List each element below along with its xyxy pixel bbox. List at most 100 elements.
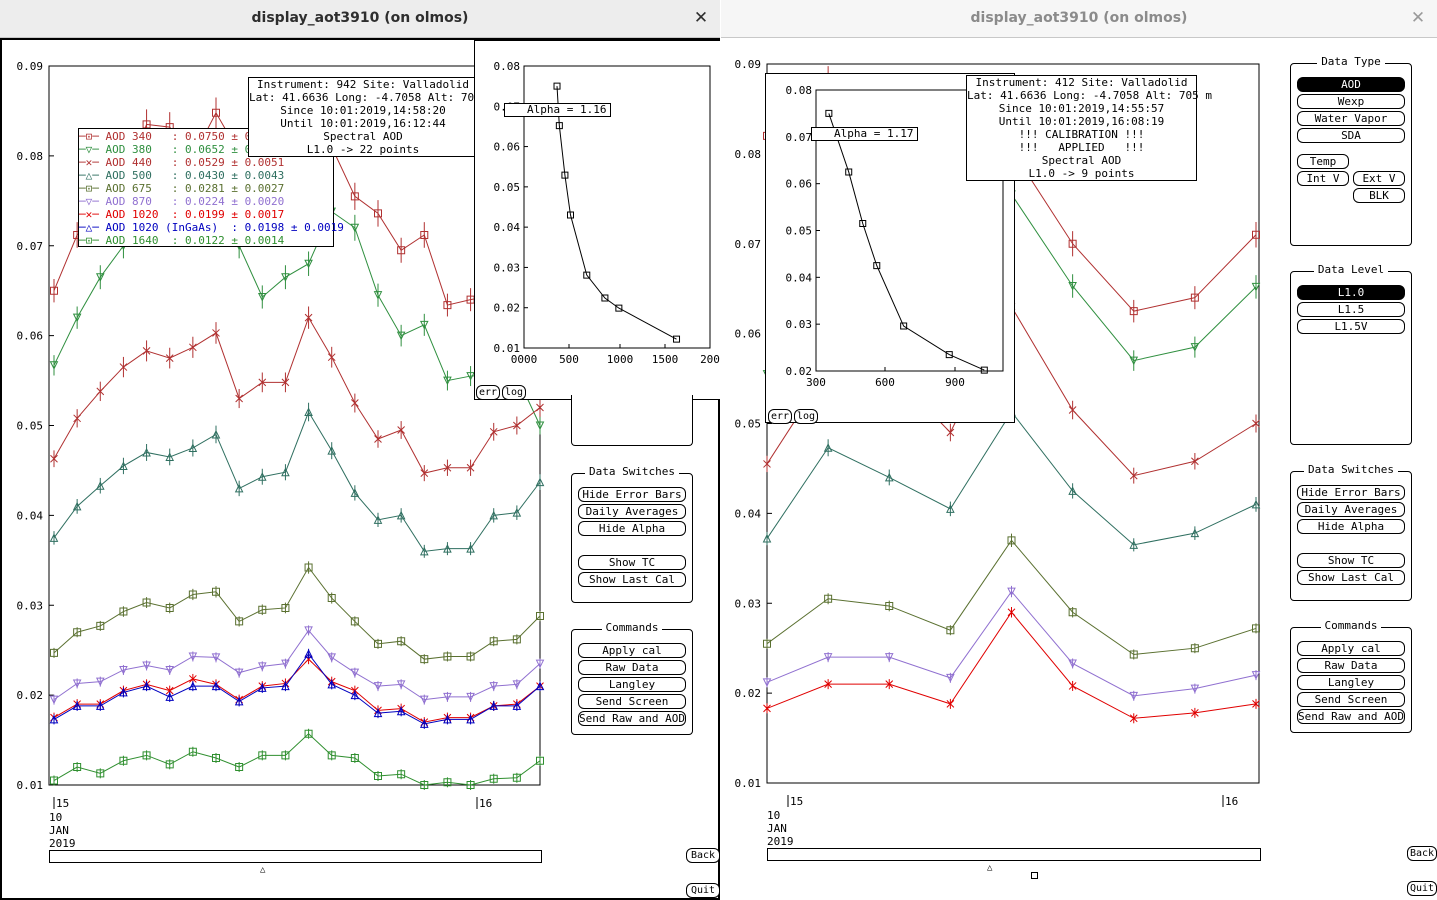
- close-icon[interactable]: ✕: [1410, 8, 1426, 28]
- show-tc-button[interactable]: Show TC: [1297, 553, 1405, 568]
- data-point-marker: [845, 168, 853, 176]
- int-v-button[interactable]: Int V: [1297, 171, 1349, 186]
- legend-entry: ─✕─ AOD 1020 : 0.0199 ± 0.0017: [79, 208, 285, 221]
- data-point-marker: [1129, 540, 1139, 549]
- y-tick-label: 0.02: [17, 689, 44, 702]
- instrument-info-box: Instrument: 942 Site: Valladolid Lat: 41.…: [248, 77, 495, 157]
- data-point-marker: [466, 463, 475, 472]
- quit-button[interactable]: Quit: [1407, 881, 1437, 896]
- data-point-marker: [188, 747, 197, 756]
- show-last-cal-button[interactable]: Show Last Cal: [578, 572, 686, 587]
- aod-button[interactable]: AOD: [1297, 77, 1405, 92]
- y-tick-label: 0.09: [17, 60, 44, 73]
- close-icon[interactable]: ✕: [693, 8, 709, 28]
- water-vapor-button[interactable]: Water Vapor: [1297, 111, 1405, 126]
- daily-averages-button[interactable]: Daily Averages: [1297, 502, 1405, 517]
- log-button[interactable]: log: [794, 409, 819, 424]
- data-point-marker: [188, 681, 198, 691]
- y-tick-label: 0.01: [735, 777, 762, 790]
- data-point-marker: [50, 454, 58, 463]
- data-point-marker: [512, 680, 522, 689]
- data-point-marker: [281, 659, 290, 669]
- data-point-marker: [1251, 499, 1261, 509]
- show-last-cal-button[interactable]: Show Last Cal: [1297, 570, 1405, 585]
- send-screen-button[interactable]: Send Screen: [578, 694, 686, 709]
- alpha-y-tick-label: 0.08: [786, 84, 813, 97]
- data-point-marker: [1068, 406, 1077, 414]
- data-point-marker: [535, 681, 545, 691]
- send-raw-and-aod-button[interactable]: Send Raw and AOD: [1297, 709, 1405, 724]
- data-point-marker: [72, 679, 82, 689]
- l1-5-button[interactable]: L1.5: [1297, 302, 1405, 317]
- hide-error-bars-button[interactable]: Hide Error Bars: [1297, 485, 1405, 500]
- data-point-marker: [1068, 659, 1077, 669]
- err-button[interactable]: err: [476, 385, 501, 400]
- data-point-marker: [72, 501, 82, 511]
- data-point-marker: [142, 347, 151, 355]
- sda-button[interactable]: SDA: [1297, 128, 1405, 143]
- send-screen-button[interactable]: Send Screen: [1297, 692, 1405, 707]
- err-button[interactable]: err: [768, 409, 793, 424]
- show-tc-button[interactable]: Show TC: [578, 555, 686, 570]
- data-point-marker: [443, 544, 452, 553]
- legend-entry: ─▽─ AOD 870 : 0.0224 ± 0.0020: [79, 195, 285, 208]
- data-point-marker: [373, 515, 383, 524]
- ext-v-button[interactable]: Ext V: [1353, 171, 1405, 186]
- data-point-marker: [281, 603, 290, 612]
- data-point-marker: [536, 612, 544, 621]
- y-tick-label: 0.03: [735, 597, 762, 610]
- data-point-marker: [350, 668, 360, 678]
- info-line: Lat: 41.6636 Long: -4.7058 Alt: 705 m: [249, 91, 495, 104]
- raw-data-button[interactable]: Raw Data: [578, 660, 686, 675]
- data-point-marker: [1068, 239, 1077, 248]
- apply-cal-button[interactable]: Apply cal: [578, 643, 686, 658]
- data-point-marker: [304, 407, 313, 417]
- hide-error-bars-button[interactable]: Hide Error Bars: [578, 487, 686, 502]
- back-button[interactable]: Back: [686, 848, 720, 863]
- langley-button[interactable]: Langley: [578, 677, 686, 692]
- data-point-marker: [189, 675, 197, 683]
- data-point-marker: [212, 754, 220, 763]
- alpha-y-tick-label: 0.06: [494, 141, 521, 154]
- scroll-position-marker[interactable]: △: [987, 863, 993, 873]
- alpha-x-tick-label: 600: [875, 376, 895, 389]
- daily-averages-button[interactable]: Daily Averages: [578, 504, 686, 519]
- quit-button[interactable]: Quit: [686, 883, 720, 898]
- wexp-button[interactable]: Wexp: [1297, 94, 1405, 109]
- data-point-marker: [873, 262, 881, 270]
- data-point-marker: [980, 366, 988, 374]
- data-point-marker: [1190, 293, 1199, 302]
- time-scrollbar[interactable]: [49, 850, 542, 863]
- info-line: Instrument: 942 Site: Valladolid: [257, 78, 469, 91]
- data-point-marker: [443, 778, 452, 787]
- back-button[interactable]: Back: [1407, 846, 1437, 861]
- send-raw-and-aod-button[interactable]: Send Raw and AOD: [578, 711, 686, 726]
- data-point-marker: [1191, 709, 1199, 717]
- data-point-marker: [535, 659, 545, 669]
- hide-alpha-button[interactable]: Hide Alpha: [578, 521, 686, 536]
- window-titlebar[interactable]: display_aot3910 (on olmos) ✕: [721, 0, 1437, 38]
- series-line: [53, 652, 541, 725]
- data-point-marker: [1129, 714, 1138, 723]
- l1-5v-button[interactable]: L1.5V: [1297, 319, 1405, 334]
- data-point-marker: [884, 472, 894, 482]
- data-point-marker: [1068, 682, 1077, 690]
- hide-alpha-button[interactable]: Hide Alpha: [1297, 519, 1405, 534]
- scroll-position-marker[interactable]: △: [260, 865, 266, 875]
- raw-data-button[interactable]: Raw Data: [1297, 658, 1405, 673]
- l1-0-button[interactable]: L1.0: [1297, 285, 1405, 300]
- x-tick-label: 16: [479, 797, 492, 810]
- langley-button[interactable]: Langley: [1297, 675, 1405, 690]
- info-line: Spectral AOD: [1041, 154, 1122, 167]
- apply-cal-button[interactable]: Apply cal: [1297, 641, 1405, 656]
- blk-button[interactable]: BLK: [1353, 188, 1405, 203]
- alpha-y-tick-label: 0.02: [786, 365, 813, 378]
- legend-entry: ─⊡─ AOD 1640 : 0.0122 ± 0.0014: [79, 234, 285, 247]
- window-titlebar[interactable]: display_aot3910 (on olmos) ✕: [0, 0, 720, 38]
- time-scrollbar[interactable]: [767, 848, 1261, 861]
- data-point-marker: [165, 665, 175, 675]
- alpha-x-tick-label: 0000: [511, 353, 538, 366]
- data-point-marker: [374, 209, 382, 218]
- log-button[interactable]: log: [502, 385, 527, 400]
- temp-button[interactable]: Temp: [1297, 154, 1349, 169]
